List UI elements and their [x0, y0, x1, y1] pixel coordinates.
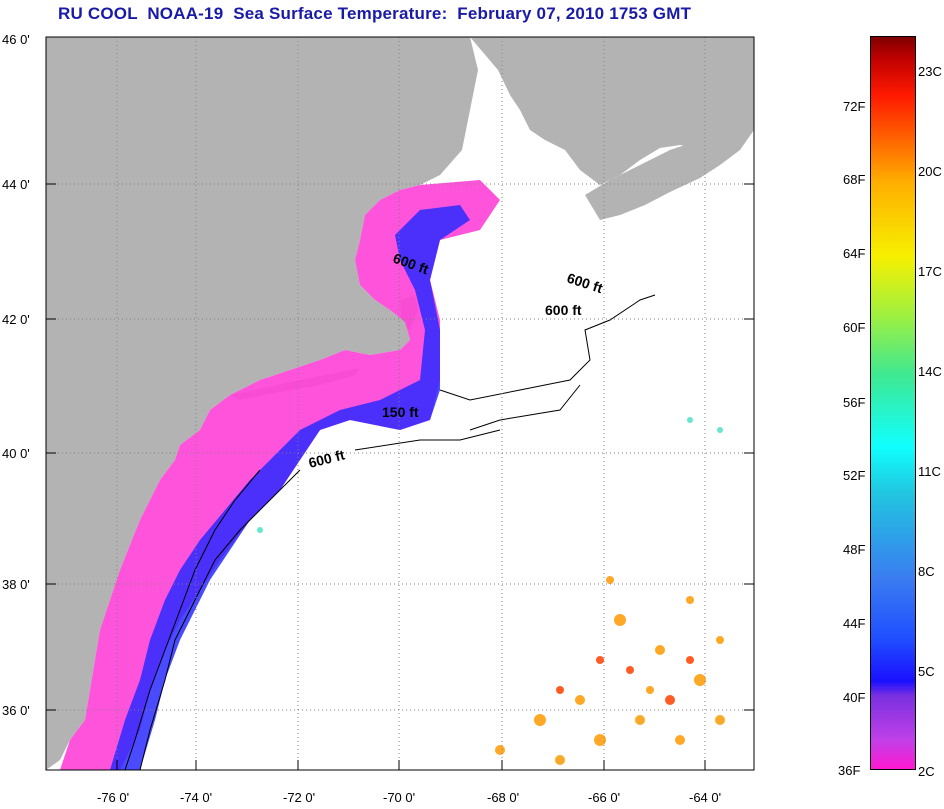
- colorbar-c-label: 2C: [918, 764, 935, 779]
- colorbar-c-label: 17C: [918, 264, 942, 279]
- lon-label: -72 0': [283, 790, 315, 805]
- lat-label: 44 0': [2, 177, 30, 192]
- lat-label: 42 0': [2, 312, 30, 327]
- colorbar-f-label: 68F: [843, 172, 866, 187]
- colorbar-f-label: 36F: [838, 763, 861, 778]
- lat-label: 36 0': [2, 703, 30, 718]
- colorbar-f-label: 64F: [843, 246, 866, 261]
- lon-label: -64 0': [689, 790, 721, 805]
- colorbar-f-label: 56F: [843, 395, 866, 410]
- colorbar-c-label: 5C: [918, 664, 935, 679]
- colorbar-c-label: 20C: [918, 164, 942, 179]
- lon-label: -70 0': [383, 790, 415, 805]
- lat-label: 46 0': [2, 32, 30, 47]
- lon-label: -68 0': [487, 790, 519, 805]
- colorbar-c-label: 23C: [918, 64, 942, 79]
- colorbar-f-label: 48F: [843, 542, 866, 557]
- sst-shelf-water: [60, 180, 725, 770]
- colorbar-f-label: 40F: [843, 690, 866, 705]
- colorbar-c-label: 14C: [918, 364, 942, 379]
- temperature-colorbar: [870, 36, 916, 770]
- bathymetry-contours: [124, 294, 656, 771]
- colorbar-f-label: 52F: [843, 468, 866, 483]
- colorbar-f-label: 72F: [843, 99, 866, 114]
- map-frame: [45, 36, 755, 771]
- colorbar-f-label: 44F: [843, 616, 866, 631]
- colorbar-f-label: 60F: [843, 320, 866, 335]
- colorbar-c-label: 11C: [918, 464, 941, 479]
- lon-label: -74 0': [180, 790, 212, 805]
- lat-label: 40 0': [2, 446, 30, 461]
- axis-ticks: [46, 36, 754, 770]
- contour-label: 150 ft: [382, 404, 419, 420]
- map-title: RU COOL NOAA-19 Sea Surface Temperature:…: [58, 4, 692, 23]
- lat-label: 38 0': [2, 577, 30, 592]
- colorbar-c-label: 8C: [918, 564, 935, 579]
- contour-label: 600 ft: [545, 302, 582, 318]
- lon-label: -76 0': [97, 790, 129, 805]
- lon-label: -66 0': [588, 790, 620, 805]
